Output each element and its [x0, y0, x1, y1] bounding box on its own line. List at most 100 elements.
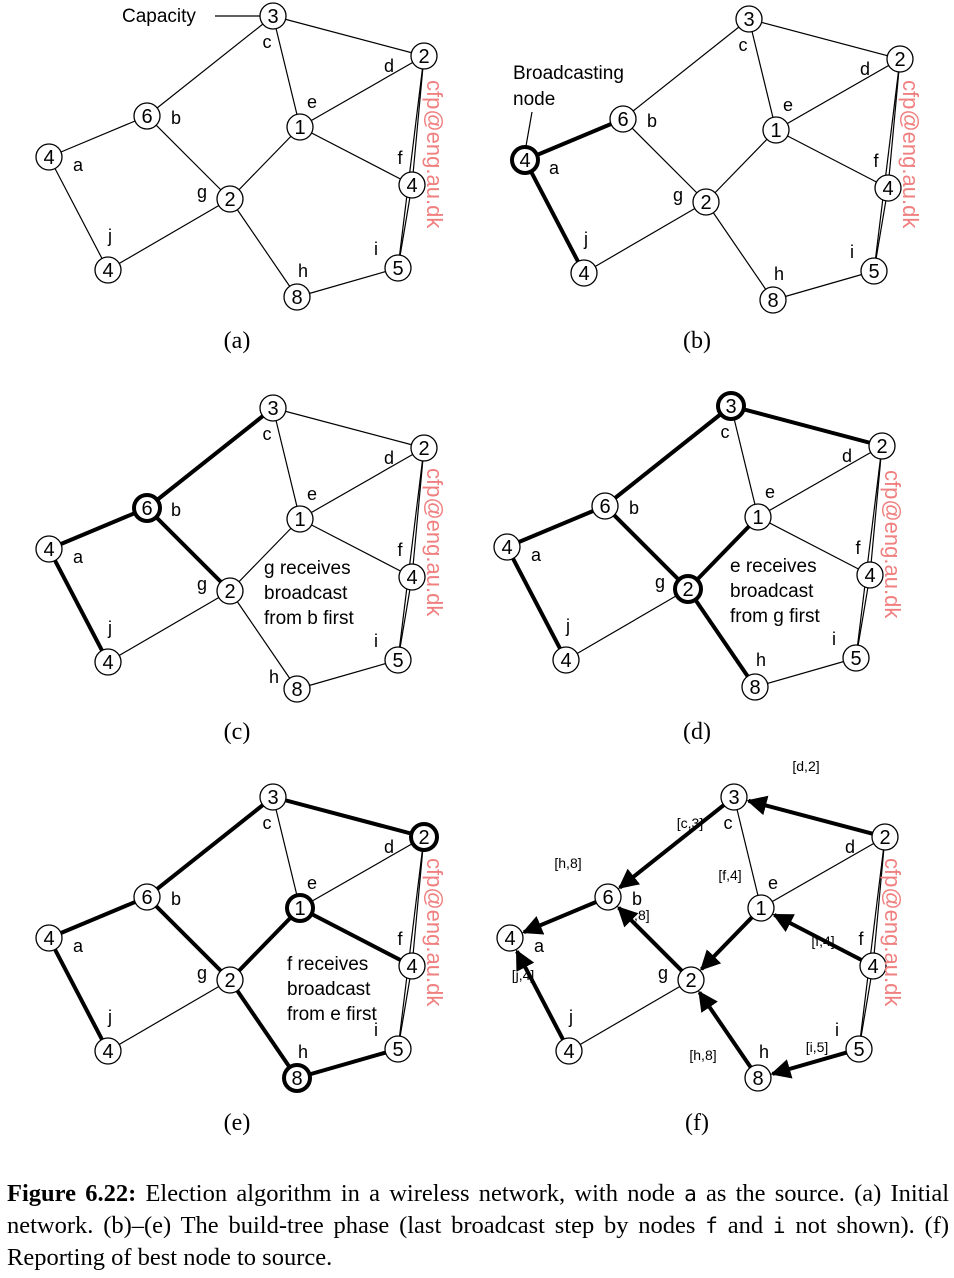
node-h-circle — [283, 675, 311, 703]
edge-a-j — [505, 546, 568, 661]
node-g-capacity: 2 — [224, 581, 235, 603]
edge-d-f — [411, 836, 425, 967]
capacity-annotation: Capacity — [122, 6, 196, 27]
node-c-capacity: 3 — [267, 6, 278, 28]
node-d-circle — [868, 432, 896, 460]
node-f-circle — [398, 952, 426, 980]
arrow-h-g — [697, 990, 753, 1069]
node-b-label: b — [647, 111, 657, 131]
node-g-label: g — [673, 185, 683, 205]
node-h-label: h — [269, 667, 279, 687]
node-i-capacity: 5 — [392, 650, 403, 672]
report-message-8: [i,5] — [806, 1039, 829, 1055]
edge-b-g — [146, 115, 231, 200]
edge-c-e — [272, 407, 301, 520]
e-annotation-line-3: from e first — [287, 1004, 377, 1025]
panel-label-f: (f) — [685, 1110, 709, 1136]
node-c-label: c — [739, 35, 748, 55]
node-j-capacity: 4 — [102, 1041, 113, 1063]
watermark: cfp@eng.au.dk — [422, 858, 447, 1007]
node-e-circle — [762, 116, 790, 144]
node-d-circle — [886, 45, 914, 73]
node-h-label: h — [756, 650, 766, 670]
node-a-label: a — [531, 545, 542, 565]
node-e-capacity: 1 — [755, 898, 766, 920]
edge-c-e — [730, 405, 759, 518]
node-i-circle — [384, 646, 412, 674]
edge-d-i — [397, 836, 425, 1050]
node-j-circle — [94, 1037, 122, 1065]
node-h-circle — [282, 1063, 312, 1093]
node-e-circle — [286, 505, 314, 533]
d-annotation-line-3: from g first — [730, 606, 820, 627]
node-h-circle — [741, 673, 769, 701]
node-d-circle — [871, 823, 899, 851]
edge-c-d — [748, 18, 901, 60]
node-e-capacity: 1 — [294, 117, 305, 139]
caption-text-2: as the source. (a) Initial network. (b)–… — [7, 1180, 950, 1239]
node-j-capacity: 4 — [578, 263, 589, 285]
edge-c-e — [748, 18, 777, 131]
node-e-label: e — [768, 873, 778, 893]
edge-g-h — [705, 201, 774, 301]
node-c-label: c — [263, 813, 272, 833]
node-g-circle — [216, 185, 244, 213]
node-a-label: a — [73, 547, 84, 567]
node-d-capacity: 2 — [418, 46, 429, 68]
edge-e-d — [299, 836, 425, 909]
node-f-label: f — [858, 929, 864, 949]
node-h-label: h — [298, 261, 308, 281]
edge-h-i — [296, 267, 399, 298]
node-a-circle — [493, 533, 521, 561]
edge-h-i — [772, 270, 875, 301]
node-d-circle — [410, 42, 438, 70]
node-g-label: g — [655, 572, 665, 592]
node-a-circle — [510, 145, 540, 175]
node-a-circle — [496, 924, 524, 952]
edge-c-d — [272, 15, 425, 57]
edge-e-d — [757, 445, 883, 518]
node-c-label: c — [263, 32, 272, 52]
node-e-label: e — [307, 484, 317, 504]
edge-a-j — [48, 156, 109, 271]
edge-g-e — [686, 515, 760, 591]
node-b-label: b — [171, 108, 181, 128]
node-j-label: j — [107, 618, 112, 638]
edge-c-e — [733, 796, 762, 909]
node-f-label: f — [397, 540, 403, 560]
node-h-capacity: 8 — [291, 679, 302, 701]
panel-label-d: (d) — [683, 719, 711, 745]
edge-g-j — [107, 198, 231, 271]
node-j-circle — [555, 1037, 583, 1065]
node-i-circle — [842, 644, 870, 672]
edge-e-f — [299, 126, 413, 186]
node-a-capacity: 4 — [519, 150, 530, 172]
node-f-circle — [856, 561, 884, 589]
edge-b-c — [622, 18, 750, 120]
arrow-j-a — [515, 949, 565, 1041]
node-e-label: e — [783, 95, 793, 115]
node-b-label: b — [171, 500, 181, 520]
node-i-label: i — [832, 629, 836, 649]
node-f-label: f — [397, 929, 403, 949]
e-annotation-line-2: broadcast — [287, 979, 371, 1000]
node-i-circle — [860, 257, 888, 285]
panel-label-e: (e) — [224, 1110, 251, 1136]
arrow-f-e — [772, 913, 863, 962]
watermark: cfp@eng.au.dk — [880, 470, 905, 619]
node-c-circle — [720, 783, 748, 811]
edge-c-e — [272, 15, 301, 128]
node-e-capacity: 1 — [752, 507, 763, 529]
node-h-capacity: 8 — [767, 290, 778, 312]
edge-g-e — [228, 906, 302, 982]
node-b-capacity: 6 — [602, 887, 613, 909]
node-f-circle — [398, 563, 426, 591]
c-annotation-line-2: broadcast — [264, 583, 348, 604]
node-g-circle — [677, 966, 705, 994]
node-d-capacity: 2 — [876, 436, 887, 458]
edge-g-j — [107, 590, 231, 663]
